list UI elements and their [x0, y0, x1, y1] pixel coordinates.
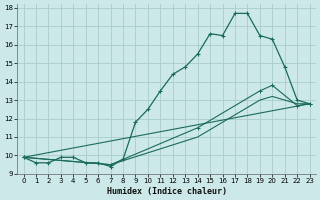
X-axis label: Humidex (Indice chaleur): Humidex (Indice chaleur) — [107, 187, 227, 196]
